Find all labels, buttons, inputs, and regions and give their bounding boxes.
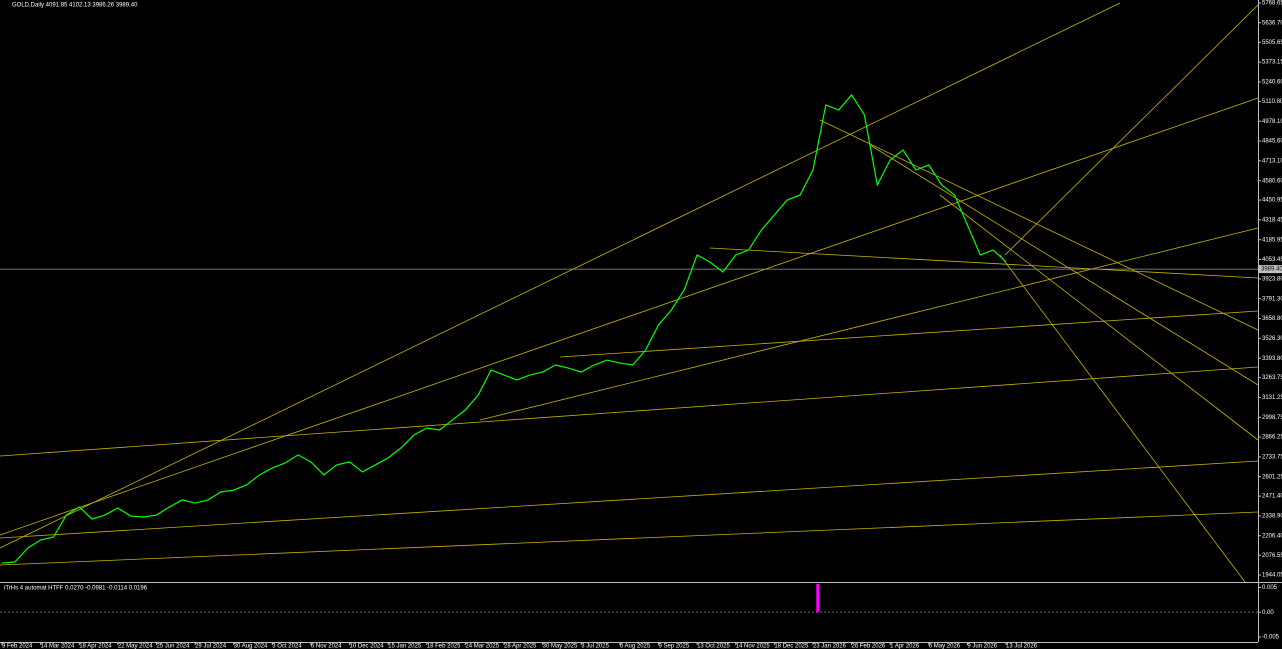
y-tick-label: 1944.05 xyxy=(1262,573,1282,579)
y-tick-label: 2076.55 xyxy=(1262,553,1282,559)
trend-line xyxy=(0,511,1259,566)
y-tick-label: 4185.95 xyxy=(1262,237,1282,243)
histogram-bar xyxy=(816,584,820,613)
x-tick-label: 9 Feb 2024 xyxy=(2,644,33,649)
y-tick-label: 4580.60 xyxy=(1262,178,1282,184)
y-tick-label: 0.005 xyxy=(1262,585,1278,591)
y-tick-label: 5373.15 xyxy=(1262,60,1282,66)
x-tick-label: 9 Jun 2026 xyxy=(967,644,997,649)
trend-line xyxy=(0,460,1259,539)
y-tick-label: 5636.70 xyxy=(1262,20,1282,26)
price-line xyxy=(1,93,1007,564)
x-tick-label: 26 Feb 2026 xyxy=(852,644,886,649)
x-tick-label: 18 Apr 2024 xyxy=(79,644,112,649)
y-tick-label: 5768.65 xyxy=(1262,1,1282,7)
trend-line xyxy=(939,194,1259,441)
y-tick-label: 4713.10 xyxy=(1262,158,1282,164)
trend-line xyxy=(709,247,1259,279)
y-tick-label: 4053.45 xyxy=(1262,257,1282,263)
trend-line xyxy=(559,310,1259,358)
y-tick-label: 2338.90 xyxy=(1262,514,1282,520)
x-tick-label: 24 Mar 2025 xyxy=(465,644,499,649)
trend-line xyxy=(819,119,1259,331)
x-tick-label: 15 Jan 2025 xyxy=(388,644,422,649)
x-tick-label: 13 Jul 2026 xyxy=(1006,644,1038,649)
x-tick-label: 10 Dec 2024 xyxy=(350,644,385,649)
x-tick-label: 30 May 2025 xyxy=(543,644,578,649)
y-tick-label: 2866.25 xyxy=(1262,435,1282,441)
trend-lines xyxy=(0,2,1259,583)
x-tick-label: 23 Jan 2026 xyxy=(813,644,847,649)
chart-title: GOLD,Daily 4091.85 4102.13 3986.26 3989.… xyxy=(12,3,138,9)
y-tick-label: 2206.40 xyxy=(1262,533,1282,539)
indicator-title: iTrHs 4 automat HTFF 0.0270 -0.0981 -0.0… xyxy=(4,586,148,592)
y-tick-label: 3131.25 xyxy=(1262,395,1282,401)
x-tick-label: 28 Apr 2025 xyxy=(504,644,537,649)
y-tick-label: 4318.45 xyxy=(1262,217,1282,223)
y-tick-label: 4845.60 xyxy=(1262,139,1282,145)
y-tick-label: 5505.65 xyxy=(1262,40,1282,46)
y-tick-label: 4450.95 xyxy=(1262,198,1282,204)
y-tick-label: 5240.60 xyxy=(1262,80,1282,86)
x-tick-label: 3 Oct 2024 xyxy=(272,644,302,649)
x-tick-label: 13 Oct 2025 xyxy=(697,644,730,649)
x-tick-label: 14 Nov 2025 xyxy=(736,644,771,649)
trend-line xyxy=(479,227,1259,421)
y-tick-label: 2471.40 xyxy=(1262,494,1282,500)
y-tick-label: 3923.80 xyxy=(1262,276,1282,282)
x-tick-label: 6 May 2026 xyxy=(929,644,961,649)
x-tick-label: 18 Feb 2025 xyxy=(427,644,461,649)
current-price-box xyxy=(1259,265,1282,274)
x-tick-label: 29 Jul 2024 xyxy=(195,644,227,649)
x-tick-label: 25 Jun 2024 xyxy=(156,644,190,649)
y-tick-label: 0.00 xyxy=(1262,610,1274,616)
x-tick-label: 6 Aug 2025 xyxy=(620,644,651,649)
trend-line xyxy=(999,254,1246,583)
y-tick-label: 3658.80 xyxy=(1262,316,1282,322)
x-tick-label: 22 May 2024 xyxy=(118,644,153,649)
x-tick-label: 14 Mar 2024 xyxy=(41,644,75,649)
x-tick-label: 9 Sep 2025 xyxy=(658,644,689,649)
y-tick-label: 3526.30 xyxy=(1262,336,1282,342)
y-tick-label: 5110.80 xyxy=(1262,99,1282,105)
x-tick-label: 30 Aug 2024 xyxy=(234,644,268,649)
y-tick-label: -0.005 xyxy=(1262,635,1280,641)
x-tick-label: 1 Apr 2026 xyxy=(890,644,920,649)
y-tick-label: 2998.75 xyxy=(1262,415,1282,421)
y-tick-label: 2733.75 xyxy=(1262,454,1282,460)
y-tick-label: 2601.25 xyxy=(1262,474,1282,480)
trend-line xyxy=(0,2,1121,549)
trend-line xyxy=(869,144,1259,386)
y-tick-label: 3791.30 xyxy=(1262,296,1282,302)
x-tick-label: 6 Nov 2024 xyxy=(311,644,342,649)
current-price-label: 3989.40 xyxy=(1261,267,1282,273)
y-tick-label: 3263.75 xyxy=(1262,375,1282,381)
y-tick-label: 4978.10 xyxy=(1262,119,1282,125)
x-tick-label: 18 Dec 2025 xyxy=(774,644,809,649)
x-tick-label: 3 Jul 2025 xyxy=(581,644,609,649)
trend-line xyxy=(1004,4,1259,256)
trend-line xyxy=(0,366,1259,457)
y-tick-label: 3393.80 xyxy=(1262,356,1282,362)
trend-line xyxy=(0,97,1259,536)
